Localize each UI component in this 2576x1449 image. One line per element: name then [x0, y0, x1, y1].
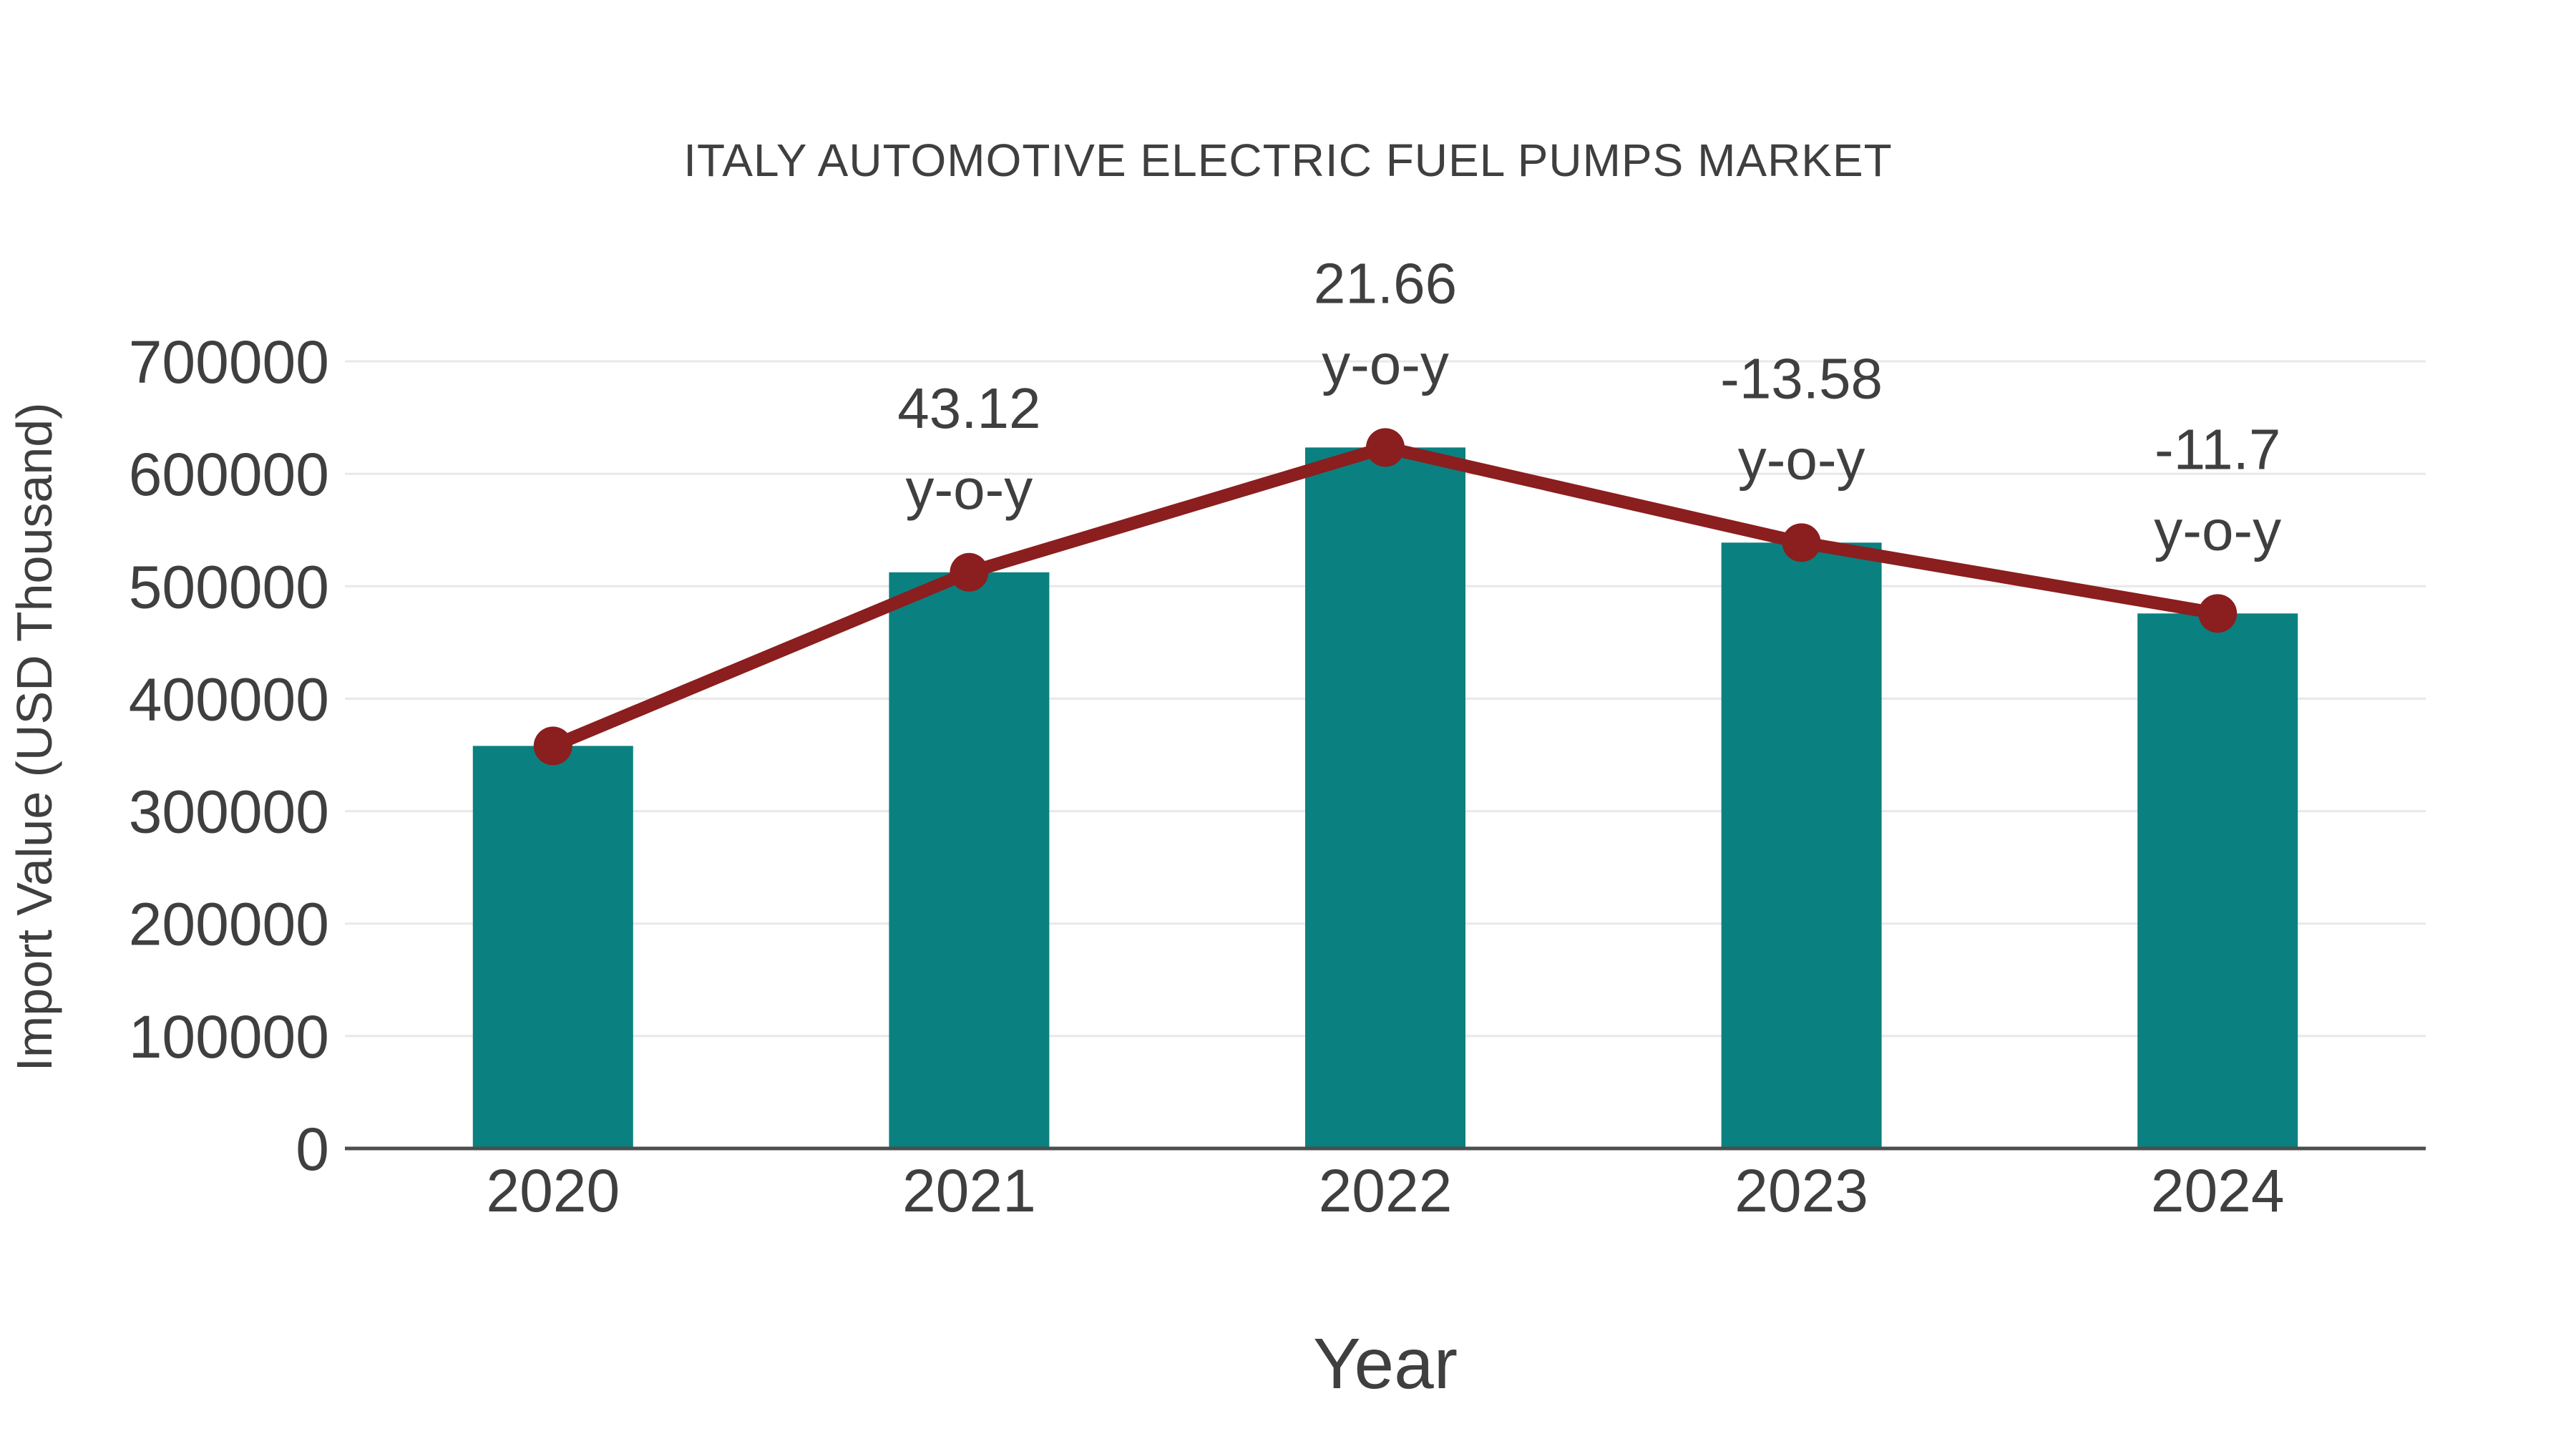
x-axis-title: Year — [1313, 1324, 1458, 1404]
annotation-value-2023: -13.58 — [1720, 346, 1883, 410]
trend-marker-2020 — [533, 726, 572, 766]
bar-2021 — [889, 572, 1050, 1148]
y-tick-label-400000: 400000 — [129, 665, 329, 733]
annotation-suffix-2024: y-o-y — [2154, 498, 2281, 562]
x-tick-label-2023: 2023 — [1735, 1157, 1868, 1224]
annotation-suffix-2023: y-o-y — [1738, 427, 1865, 491]
annotation-value-2022: 21.66 — [1314, 251, 1457, 315]
chart-title: ITALY AUTOMOTIVE ELECTRIC FUEL PUMPS MAR… — [683, 135, 1893, 186]
x-tick-label-2022: 2022 — [1319, 1157, 1453, 1224]
x-tick-label-2024: 2024 — [2151, 1157, 2285, 1224]
bar-2024 — [2137, 613, 2298, 1148]
annotation-suffix-2021: y-o-y — [906, 457, 1033, 521]
trend-marker-2022 — [1366, 428, 1405, 467]
x-tick-label-2020: 2020 — [486, 1157, 620, 1224]
y-axis-title: Import Value (USD Thousand) — [6, 402, 62, 1071]
y-tick-label-200000: 200000 — [129, 891, 329, 958]
trend-marker-2023 — [1782, 523, 1821, 562]
annotation-value-2024: -11.7 — [2155, 417, 2280, 481]
trend-marker-2021 — [950, 552, 989, 592]
annotation-suffix-2022: y-o-y — [1322, 332, 1449, 396]
y-tick-label-600000: 600000 — [129, 441, 329, 508]
y-tick-label-100000: 100000 — [129, 1003, 329, 1070]
annotation-value-2021: 43.12 — [897, 376, 1040, 440]
bar-2020 — [472, 746, 633, 1148]
y-tick-label-500000: 500000 — [129, 553, 329, 620]
bar-2022 — [1305, 447, 1465, 1148]
y-tick-label-700000: 700000 — [129, 328, 329, 396]
trend-marker-2024 — [2198, 594, 2238, 633]
x-tick-label-2021: 2021 — [902, 1157, 1036, 1224]
y-tick-label-0: 0 — [296, 1116, 329, 1183]
bar-2023 — [1721, 542, 1882, 1148]
y-tick-label-300000: 300000 — [129, 779, 329, 846]
